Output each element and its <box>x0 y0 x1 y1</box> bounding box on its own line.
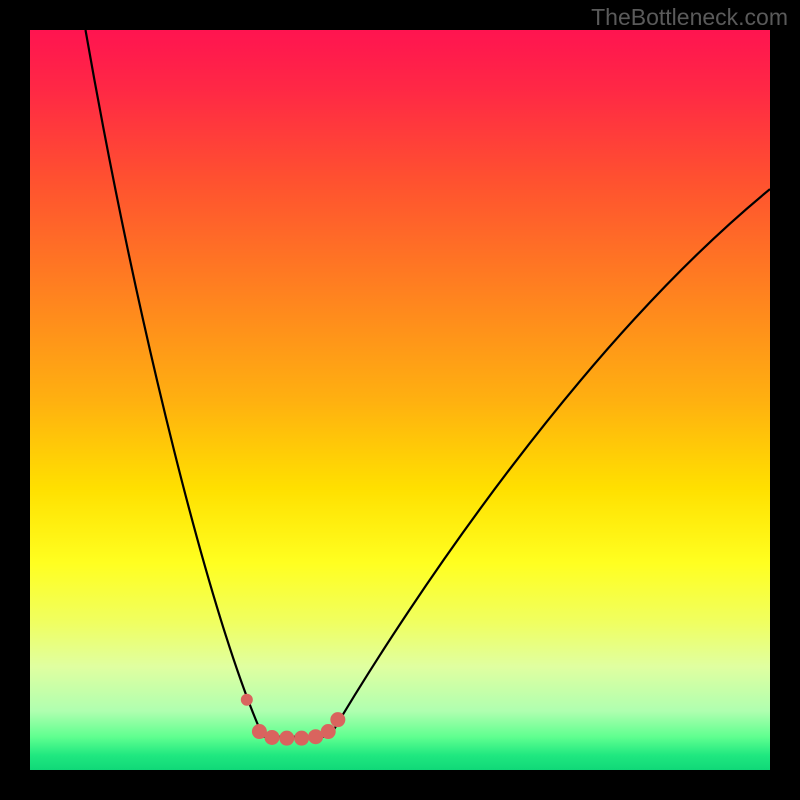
floor-marker-dot <box>294 731 309 746</box>
gradient-background <box>30 30 770 770</box>
chart-svg <box>30 30 770 770</box>
floor-marker-dot <box>330 712 345 727</box>
floor-marker-dot <box>264 730 279 745</box>
plot-area <box>30 30 770 770</box>
outer-frame: TheBottleneck.com <box>0 0 800 800</box>
floor-marker-dot <box>321 724 336 739</box>
floor-marker-dot <box>241 694 253 706</box>
watermark-text: TheBottleneck.com <box>591 4 788 31</box>
floor-marker-dot <box>279 731 294 746</box>
